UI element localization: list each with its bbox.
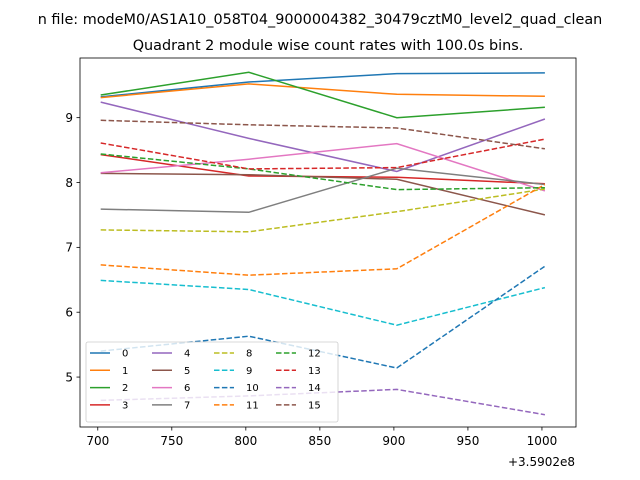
legend-label-10: 10 bbox=[246, 383, 259, 394]
x-tick-label: 1000 bbox=[527, 434, 558, 448]
legend-label-14: 14 bbox=[308, 383, 321, 394]
y-tick-label: 6 bbox=[65, 306, 73, 320]
legend-label-8: 8 bbox=[246, 349, 252, 360]
x-tick-label: 800 bbox=[234, 434, 257, 448]
series-layer bbox=[100, 71, 546, 416]
series-line-4 bbox=[100, 101, 546, 173]
legend-label-12: 12 bbox=[308, 349, 321, 360]
y-tick-label: 7 bbox=[65, 241, 73, 255]
series-line-15 bbox=[100, 119, 546, 150]
series-line-0 bbox=[100, 72, 545, 98]
legend-label-6: 6 bbox=[184, 383, 190, 394]
y-tick-label: 9 bbox=[65, 111, 73, 125]
series-line-7 bbox=[100, 167, 545, 214]
legend-label-3: 3 bbox=[122, 401, 128, 412]
legend-label-1: 1 bbox=[122, 366, 128, 377]
series-line-6 bbox=[100, 142, 546, 192]
y-tick-label: 5 bbox=[65, 370, 73, 384]
legend-label-2: 2 bbox=[122, 383, 128, 394]
legend-box bbox=[85, 341, 339, 423]
x-tick-label: 750 bbox=[160, 434, 183, 448]
legend-label-5: 5 bbox=[184, 366, 190, 377]
series-line-12 bbox=[100, 153, 545, 191]
legend-label-0: 0 bbox=[122, 349, 128, 360]
legend-label-7: 7 bbox=[184, 401, 190, 412]
plot-frame bbox=[79, 57, 577, 428]
x-axis-offset-label: +3.5902e8 bbox=[508, 455, 575, 469]
figure-suptitle: n file: modeM0/AS1A10_058T04_9000004382_… bbox=[38, 12, 603, 28]
x-tick-label: 700 bbox=[86, 434, 109, 448]
legend-label-15: 15 bbox=[308, 401, 321, 412]
chart-title: Quadrant 2 module wise count rates with … bbox=[133, 38, 524, 54]
legend-label-9: 9 bbox=[246, 366, 252, 377]
series-line-5 bbox=[100, 172, 546, 216]
x-tick-label: 850 bbox=[308, 434, 331, 448]
series-line-11 bbox=[100, 183, 546, 276]
y-tick-label: 8 bbox=[65, 176, 73, 190]
series-line-1 bbox=[100, 83, 545, 99]
legend-label-4: 4 bbox=[184, 349, 190, 360]
legend-label-11: 11 bbox=[246, 401, 259, 412]
series-line-8 bbox=[100, 188, 546, 233]
series-line-2 bbox=[100, 71, 545, 119]
x-tick-label: 900 bbox=[382, 434, 405, 448]
x-tick-label: 950 bbox=[456, 434, 479, 448]
series-line-13 bbox=[100, 138, 546, 170]
series-line-9 bbox=[100, 279, 546, 326]
legend-label-13: 13 bbox=[308, 366, 321, 377]
